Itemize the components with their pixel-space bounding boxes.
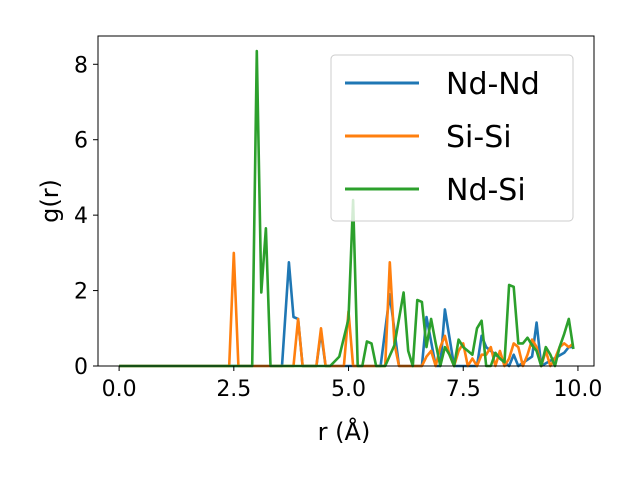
y-tick-label: 2 [74, 280, 88, 305]
x-tick-label: 5.0 [331, 377, 366, 402]
y-tick-label: 0 [74, 355, 88, 380]
x-tick-label: 0.0 [102, 377, 137, 402]
y-tick-label: 8 [74, 53, 88, 78]
legend-label: Si-Si [446, 120, 512, 155]
x-tick-label: 10.0 [553, 377, 602, 402]
legend: Nd-Nd Si-Si Nd-Si [330, 54, 574, 222]
x-tick-label: 7.5 [446, 377, 481, 402]
x-axis-label: r (Å) [318, 417, 371, 446]
y-tick-label: 6 [74, 129, 88, 154]
legend-label: Nd-Nd [446, 67, 540, 102]
legend-box [330, 54, 574, 222]
axes-layer: 0.0 2.5 5.0 7.5 10.0 0 2 4 6 8 [74, 35, 602, 402]
x-tick-label: 2.5 [216, 377, 251, 402]
legend-label: Nd-Si [446, 173, 526, 208]
axes-frame [97, 35, 595, 367]
y-tick-label: 4 [74, 204, 88, 229]
y-axis-label: g(r) [36, 179, 64, 223]
